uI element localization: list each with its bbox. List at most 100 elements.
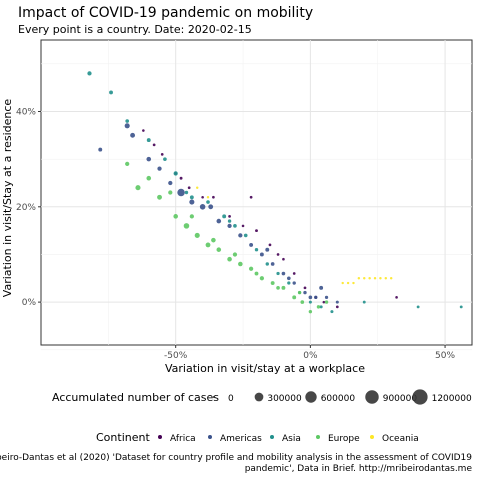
- data-point: [303, 286, 307, 290]
- data-point: [233, 224, 237, 228]
- data-point: [308, 309, 313, 314]
- caption-line-2: pandemic', Data in Brief. http://mribeir…: [245, 464, 473, 474]
- color-key: [370, 435, 374, 439]
- data-point: [87, 71, 92, 76]
- data-point: [368, 277, 371, 280]
- data-point: [389, 277, 393, 280]
- data-point: [205, 242, 211, 248]
- data-point: [308, 300, 312, 304]
- data-point: [142, 129, 145, 132]
- data-point: [265, 262, 269, 266]
- data-point: [179, 176, 183, 180]
- data-point: [346, 281, 350, 285]
- size-key: [254, 392, 264, 402]
- data-point: [259, 276, 265, 281]
- data-point: [222, 214, 227, 219]
- data-point: [335, 300, 339, 304]
- data-point: [322, 300, 326, 304]
- data-point: [157, 194, 162, 200]
- data-point: [314, 295, 318, 300]
- data-point: [287, 281, 291, 285]
- data-point: [212, 195, 215, 199]
- panel-border: [40, 39, 473, 346]
- data-point: [227, 256, 232, 262]
- color-key-label: Americas: [220, 434, 262, 444]
- data-point: [211, 237, 216, 243]
- data-point: [357, 277, 361, 280]
- y-tick-label: 40%: [16, 107, 36, 117]
- series-americas: [98, 123, 339, 304]
- data-point: [194, 232, 200, 238]
- size-key-label: 900000: [383, 394, 418, 404]
- data-point: [125, 161, 130, 167]
- data-point: [98, 147, 103, 152]
- y-tick-label: 20%: [16, 203, 36, 213]
- data-point: [300, 300, 305, 304]
- data-point: [160, 153, 164, 156]
- data-point: [173, 171, 178, 176]
- data-point: [187, 186, 191, 190]
- data-point: [319, 305, 323, 309]
- size-legend: Accumulated number of cases 0 300000 60000…: [52, 389, 472, 405]
- data-point: [199, 204, 206, 210]
- color-key: [158, 435, 162, 439]
- data-point: [228, 214, 231, 218]
- data-point: [341, 281, 344, 285]
- color-key-label: Africa: [170, 434, 196, 444]
- size-key-label: 0: [228, 394, 234, 404]
- data-point: [135, 185, 141, 191]
- caption-line-1: Ribeiro-Dantas et al (2020) 'Dataset for…: [0, 453, 472, 463]
- series-africa: [142, 129, 398, 309]
- data-point: [308, 295, 313, 300]
- series-europe: [125, 161, 329, 314]
- chart-title: Impact of COVID-19 pandemic on mobility: [18, 5, 313, 21]
- data-point: [265, 247, 270, 252]
- x-tick-label: -50%: [164, 351, 188, 361]
- size-key: [305, 391, 317, 403]
- data-point: [292, 272, 296, 275]
- data-point: [124, 123, 130, 129]
- data-point: [227, 219, 232, 223]
- x-tick-label: 50%: [435, 351, 455, 361]
- y-axis-label: Variation in visit/Stay at a residence: [1, 99, 14, 298]
- color-key-label: Asia: [282, 434, 301, 444]
- data-point: [373, 277, 377, 280]
- color-key-label: Oceania: [382, 434, 419, 444]
- data-point: [249, 195, 253, 199]
- size-key: [365, 390, 379, 404]
- data-point: [324, 295, 329, 299]
- data-point: [276, 253, 280, 256]
- data-point: [379, 277, 382, 280]
- size-key-label: 1200000: [432, 394, 472, 404]
- data-point: [281, 285, 286, 290]
- data-point: [168, 190, 173, 195]
- color-key-label: Europe: [328, 434, 360, 444]
- data-point: [183, 223, 190, 229]
- data-point: [416, 305, 420, 309]
- data-point: [270, 262, 275, 266]
- color-legend-keys: Africa Americas Asia Europe Oceania: [158, 434, 419, 444]
- data-point: [173, 214, 178, 219]
- data-point: [248, 266, 254, 271]
- series-oceania: [196, 186, 393, 285]
- size-legend-title: Accumulated number of cases: [52, 391, 219, 404]
- data-point: [146, 138, 151, 143]
- data-point: [189, 214, 194, 219]
- data-point: [238, 233, 243, 238]
- data-point: [241, 224, 245, 228]
- data-point: [395, 296, 398, 299]
- data-point: [243, 233, 248, 238]
- data-point: [177, 188, 185, 197]
- data-point: [168, 180, 173, 186]
- data-point: [255, 229, 258, 233]
- data-point: [254, 247, 259, 252]
- x-tick-label: 0%: [303, 351, 318, 361]
- data-point: [206, 200, 210, 204]
- data-point: [362, 300, 366, 304]
- color-key: [208, 435, 212, 439]
- data-point: [292, 295, 297, 300]
- color-key: [316, 435, 320, 439]
- data-point: [330, 310, 334, 314]
- data-point: [227, 223, 232, 228]
- color-legend-title: Continent: [96, 431, 150, 444]
